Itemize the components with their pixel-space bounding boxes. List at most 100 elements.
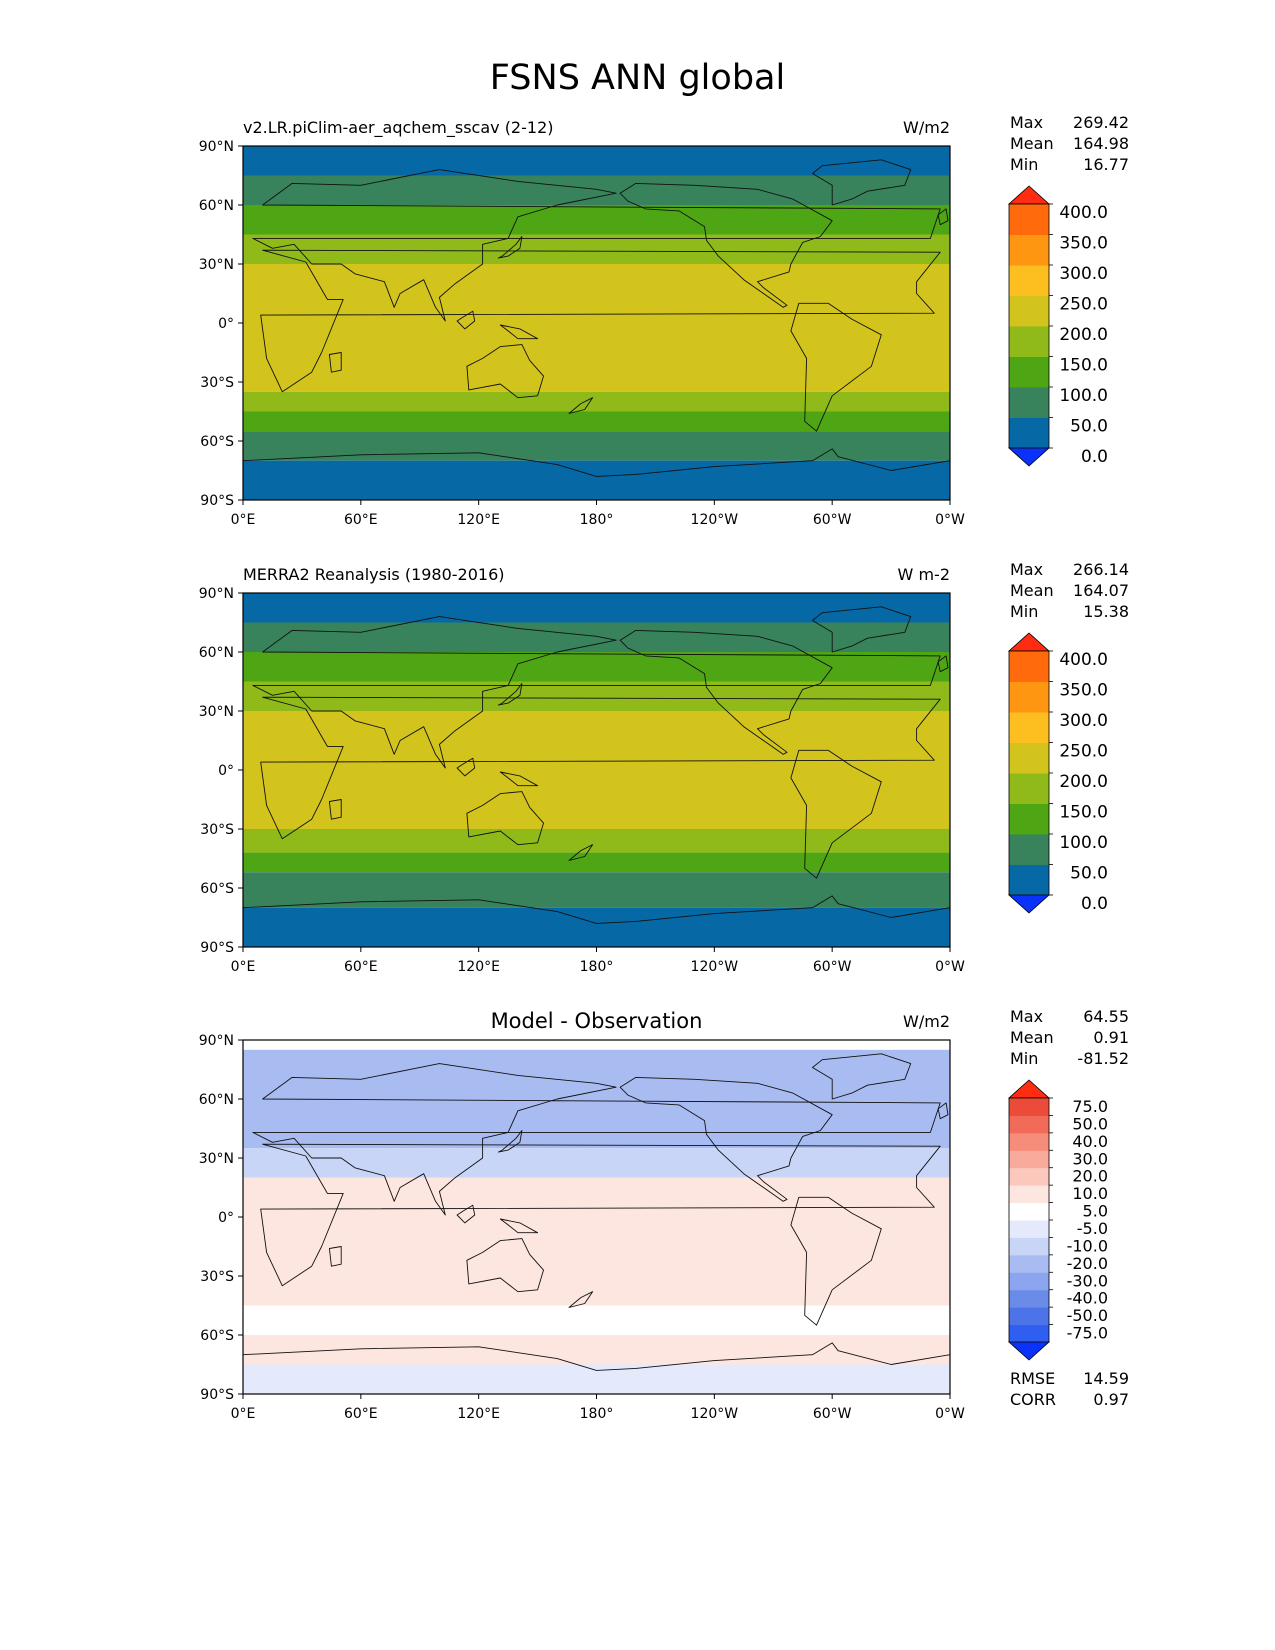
lon-tick-label: 180° [580, 512, 614, 528]
difference-center-title: Model - Observation [491, 1009, 703, 1033]
colorbar-extend-high [1007, 185, 1051, 205]
colorbar-label: 150.0 [1059, 803, 1108, 823]
colorbar-extend-low [1007, 447, 1051, 467]
lon-tick-label: 0°W [935, 512, 965, 528]
difference-coast-new-zealand [568, 1291, 594, 1308]
difference-colorbar: 75.050.040.030.020.010.05.0-5.0-10.0-20.… [1007, 1079, 1108, 1361]
colorbar-swatch [1009, 742, 1049, 774]
colorbar-swatch [1009, 326, 1049, 357]
lat-tick-label: 90°N [199, 139, 234, 155]
lon-tick-label: 120°E [457, 512, 500, 528]
colorbar-extend-high [1007, 632, 1051, 652]
test-stat-min: 16.77 [1083, 155, 1129, 174]
difference-units: W/m2 [903, 1012, 950, 1031]
reference-coast-antarctica [243, 895, 950, 947]
difference-coast-australia [466, 1238, 544, 1293]
reference-stat-mean: 164.07 [1073, 581, 1129, 600]
colorbar-label: 100.0 [1059, 833, 1108, 853]
test-stat-label-mean: Mean [1010, 134, 1054, 153]
reference-coast-uk [937, 655, 949, 673]
colorbar-label: -30.0 [1067, 1271, 1108, 1290]
reference-stat-max: 266.14 [1073, 560, 1129, 579]
difference-coast-south-america [790, 1196, 882, 1326]
colorbar-swatch [1009, 1289, 1049, 1308]
lat-tick-label: 90°S [200, 1387, 234, 1403]
difference-coast-greenland [812, 1053, 912, 1100]
lat-tick-label: 60°N [199, 198, 234, 214]
colorbar-swatch [1009, 1202, 1049, 1221]
difference-band-4 [243, 1236, 950, 1306]
test-field [243, 146, 950, 500]
lon-tick-label: 0°W [935, 959, 965, 975]
reference-band-4 [243, 711, 950, 829]
colorbar-swatch [1009, 681, 1049, 713]
colorbar-swatch [1009, 803, 1049, 835]
lat-tick-label: 90°S [200, 493, 234, 509]
lat-tick-label: 0° [218, 316, 234, 332]
test-coast-greenland [812, 159, 912, 206]
colorbar-label: 200.0 [1059, 325, 1108, 345]
reference-coast-japan [497, 683, 523, 706]
colorbar-extend-low [1007, 894, 1051, 914]
lat-tick-label: 30°S [200, 822, 234, 838]
colorbar-extend-high [1007, 1079, 1051, 1099]
difference-stat-label-max: Max [1010, 1007, 1043, 1026]
difference-band-5 [243, 1305, 950, 1335]
test-left-title: v2.LR.piClim-aer_aqchem_sscav (2-12) [243, 118, 553, 138]
colorbar-swatch [1009, 234, 1049, 266]
lon-tick-label: 120°E [457, 1406, 500, 1422]
colorbar-label: 30.0 [1072, 1149, 1108, 1168]
test-band-6 [243, 411, 950, 432]
difference-band-1 [243, 1099, 950, 1149]
difference-stat-label-min: Min [1010, 1049, 1038, 1068]
colorbar-swatch [1009, 1185, 1049, 1204]
reference-band-3 [243, 681, 950, 711]
lon-tick-label: 0°E [231, 959, 256, 975]
colorbar-swatch [1009, 1132, 1049, 1151]
test-band-4 [243, 264, 950, 392]
difference-coast-japan [497, 1130, 523, 1153]
lon-tick-label: 180° [580, 1406, 614, 1422]
lat-tick-label: 30°N [199, 704, 234, 720]
reference-units: W m-2 [898, 565, 950, 584]
lon-tick-label: 0°W [935, 1406, 965, 1422]
reference-coast-australia [466, 791, 544, 846]
reference-coast-greenland [812, 606, 912, 653]
lat-tick-label: 0° [218, 1210, 234, 1226]
test-band-7 [243, 431, 950, 461]
lon-tick-label: 120°W [691, 959, 739, 975]
colorbar-swatch [1009, 1098, 1049, 1116]
lat-tick-label: 60°S [200, 1328, 234, 1344]
lon-tick-label: 60°W [813, 1406, 852, 1422]
difference-coast-africa [260, 1143, 941, 1287]
difference-coast-indonesia-borneo [456, 1204, 476, 1224]
colorbar-label: -5.0 [1077, 1219, 1108, 1238]
difference-stat-rmse: 14.59 [1083, 1369, 1129, 1388]
reference-coast-europe-asia [252, 616, 941, 769]
colorbar-label: 400.0 [1059, 203, 1108, 223]
colorbar-swatch [1009, 1272, 1049, 1291]
lon-tick-label: 180° [580, 959, 614, 975]
test-coast-antarctica [243, 448, 950, 500]
colorbar-swatch [1009, 204, 1049, 235]
reference-stat-label-min: Min [1010, 602, 1038, 621]
reference-map-panel: 90°N 60°N 30°N 0° 30°S 60°S 90°S 0°E 60°E 120°E 18… [199, 560, 1129, 975]
colorbar-swatch [1009, 1237, 1049, 1256]
test-band-0 [243, 146, 950, 176]
test-band-2 [243, 205, 950, 235]
colorbar-label: 0.0 [1081, 447, 1108, 467]
reference-band-2 [243, 652, 950, 682]
test-coast-uk [937, 208, 949, 226]
difference-stat-corr: 0.97 [1093, 1390, 1129, 1409]
reference-band-1 [243, 622, 950, 652]
difference-coast-europe-asia [252, 1063, 941, 1216]
lon-tick-label: 60°E [344, 959, 378, 975]
test-stat-mean: 164.98 [1073, 134, 1129, 153]
page-title: FSNS ANN global [489, 58, 786, 98]
test-coast-japan [497, 236, 523, 259]
colorbar-label: 0.0 [1081, 894, 1108, 914]
colorbar-swatch [1009, 387, 1049, 418]
colorbar-swatch [1009, 295, 1049, 327]
colorbar-label: 75.0 [1072, 1097, 1108, 1116]
reference-band-8 [243, 907, 950, 947]
